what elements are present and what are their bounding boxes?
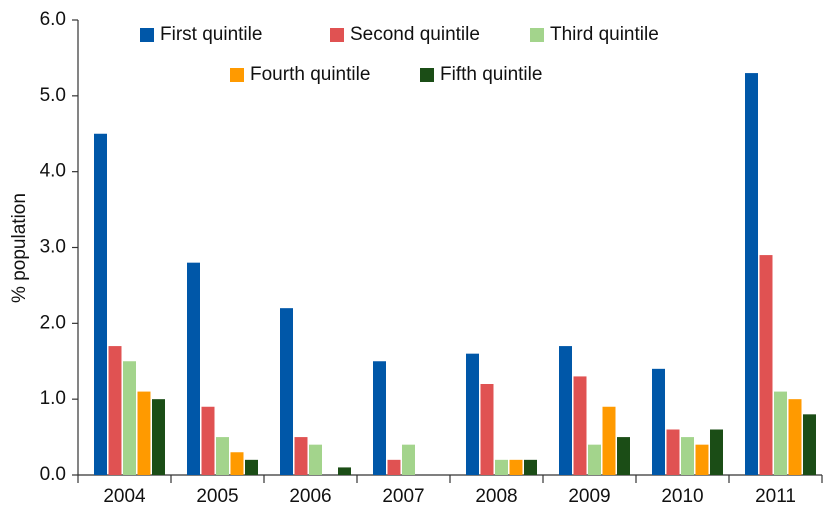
bar bbox=[509, 459, 523, 475]
bar bbox=[495, 459, 508, 475]
bar bbox=[524, 459, 537, 475]
bar bbox=[788, 399, 802, 475]
bar bbox=[187, 262, 200, 475]
x-tick-label: 2005 bbox=[196, 486, 238, 507]
x-tick-label: 2007 bbox=[382, 486, 424, 507]
legend-label: Fourth quintile bbox=[250, 64, 370, 85]
legend-swatch bbox=[230, 68, 244, 82]
y-tick-label: 6.0 bbox=[40, 9, 66, 30]
bar bbox=[666, 429, 680, 475]
bar bbox=[480, 384, 494, 475]
bar bbox=[338, 467, 351, 475]
bar bbox=[559, 346, 572, 475]
bar bbox=[710, 429, 723, 475]
x-tick-label: 2008 bbox=[475, 486, 517, 507]
legend-label: First quintile bbox=[160, 24, 262, 45]
bar bbox=[681, 437, 694, 475]
x-tick-label: 2004 bbox=[103, 486, 146, 507]
bar bbox=[573, 376, 587, 475]
legend-label: Third quintile bbox=[550, 24, 659, 45]
bar bbox=[774, 391, 787, 475]
bar bbox=[402, 444, 415, 475]
bar bbox=[137, 391, 151, 475]
bar bbox=[152, 399, 165, 475]
y-tick-label: 4.0 bbox=[40, 161, 66, 182]
legend-label: Fifth quintile bbox=[440, 64, 542, 85]
y-tick-label: 3.0 bbox=[40, 237, 66, 258]
x-tick-label: 2009 bbox=[568, 486, 610, 507]
y-axis-label: % population bbox=[9, 193, 30, 303]
bar bbox=[309, 444, 322, 475]
legend-swatch bbox=[330, 28, 344, 42]
x-tick-label: 2010 bbox=[661, 486, 703, 507]
bar bbox=[695, 444, 709, 475]
bar bbox=[201, 406, 215, 475]
bar bbox=[245, 459, 258, 475]
bar bbox=[803, 414, 816, 475]
legend-swatch bbox=[420, 68, 434, 82]
bar bbox=[617, 437, 630, 475]
bar bbox=[745, 73, 758, 475]
bar bbox=[373, 361, 386, 475]
bar bbox=[280, 308, 293, 475]
bar bbox=[759, 255, 773, 475]
y-tick-label: 1.0 bbox=[40, 388, 66, 409]
legend-label: Second quintile bbox=[350, 24, 480, 45]
bar bbox=[94, 133, 107, 475]
y-tick-label: 5.0 bbox=[40, 85, 66, 106]
legend-swatch bbox=[140, 28, 154, 42]
bar bbox=[216, 437, 229, 475]
bar bbox=[108, 346, 122, 475]
x-tick-label: 2006 bbox=[289, 486, 331, 507]
bar bbox=[387, 459, 401, 475]
bar bbox=[466, 353, 479, 475]
bar bbox=[230, 452, 244, 475]
y-tick-label: 2.0 bbox=[40, 312, 66, 333]
bar bbox=[123, 361, 136, 475]
bar bbox=[652, 368, 665, 475]
y-tick-label: 0.0 bbox=[40, 464, 66, 485]
bar bbox=[294, 437, 308, 475]
x-tick-label: 2011 bbox=[755, 486, 796, 507]
legend-swatch bbox=[530, 28, 544, 42]
bar bbox=[602, 406, 616, 475]
bar bbox=[588, 444, 601, 475]
